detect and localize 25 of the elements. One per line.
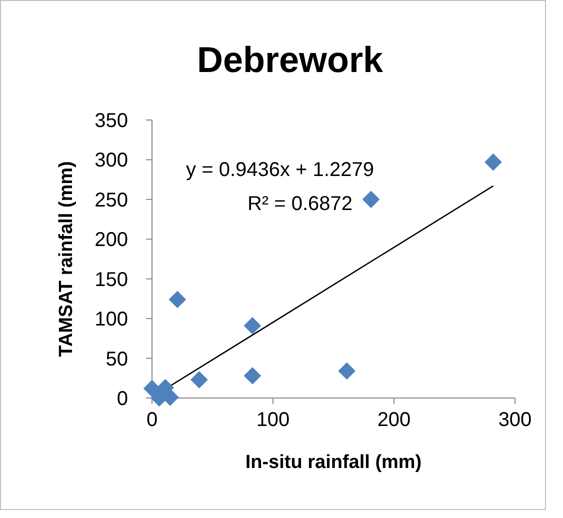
y-tick-label: 350: [94, 110, 128, 132]
point: [244, 317, 262, 334]
chart-title: Debrework: [196, 39, 384, 80]
x-tick-label: 100: [256, 409, 290, 431]
point: [244, 367, 262, 384]
x-tick-label: 0: [146, 409, 158, 431]
x-tick-label: 200: [377, 409, 411, 431]
point: [168, 290, 186, 308]
point: [338, 362, 356, 380]
y-tick-label: 200: [94, 229, 128, 252]
point: [143, 380, 161, 398]
x-axis-title: In-situ rainfall (mm): [245, 452, 422, 473]
y-tick-label: 100: [94, 308, 128, 331]
y-tick-label: 250: [94, 189, 128, 212]
y-tick-label: 50: [106, 348, 128, 370]
annotation: R² = 0.6872: [247, 193, 353, 215]
point: [362, 190, 380, 208]
annotation: y = 0.9436x + 1.2279: [186, 159, 374, 181]
point: [190, 371, 208, 388]
y-axis-title: TAMSAT rainfall (mm): [56, 161, 77, 357]
point: [484, 153, 502, 171]
x-tick-label: 300: [498, 409, 532, 431]
y-tick-label: 0: [116, 388, 128, 410]
y-tick-label: 150: [94, 268, 128, 291]
y-tick-label: 300: [94, 150, 128, 172]
